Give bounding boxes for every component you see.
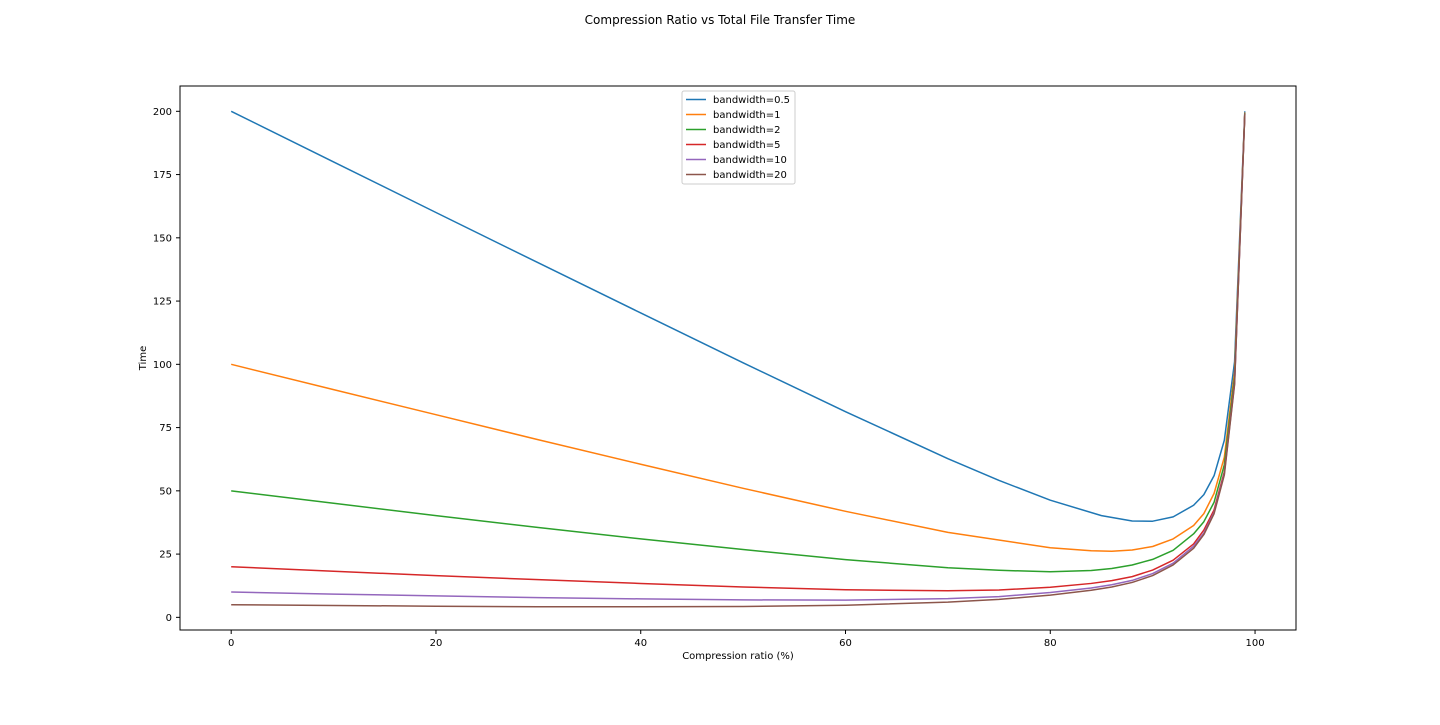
y-tick-label: 125	[153, 297, 172, 308]
y-tick-label: 50	[159, 486, 172, 497]
y-tick-label: 75	[159, 423, 172, 434]
x-axis: 0 20 40 60 80 100	[228, 630, 1265, 649]
x-axis-label: Compression ratio (%)	[682, 651, 794, 662]
x-tick-label: 20	[430, 638, 443, 649]
series-line-bandwidth-5	[231, 113, 1246, 592]
axes-frame	[179, 85, 1297, 631]
legend-label: bandwidth=2	[713, 125, 780, 136]
series-line-bandwidth-1	[231, 112, 1246, 553]
y-tick-label: 0	[166, 613, 172, 624]
x-tick-label: 40	[634, 638, 647, 649]
x-tick-label: 80	[1044, 638, 1057, 649]
series-line-bandwidth-0-5	[230, 110, 1246, 522]
y-tick-label: 175	[153, 170, 172, 181]
y-axis: 0 25 50 75 100 125 150 175 200	[153, 107, 180, 624]
series-line-bandwidth-20	[231, 114, 1246, 608]
y-tick-label: 25	[159, 550, 172, 561]
legend-box	[681, 90, 796, 185]
legend-label: bandwidth=1	[713, 110, 780, 121]
x-tick-label: 60	[839, 638, 852, 649]
x-tick-label: 0	[228, 638, 234, 649]
legend: bandwidth=0.5 bandwidth=1 bandwidth=2 bandw…	[681, 90, 796, 185]
y-axis-label: Time	[138, 346, 149, 371]
y-tick-label: 100	[153, 360, 172, 371]
legend-label: bandwidth=5	[713, 140, 780, 151]
plot-area	[230, 110, 1246, 608]
y-tick-label: 150	[153, 233, 172, 244]
legend-label: bandwidth=20	[713, 170, 787, 181]
series-line-bandwidth-2	[231, 113, 1246, 573]
y-tick-label: 200	[153, 107, 172, 118]
legend-label: bandwidth=10	[713, 155, 787, 166]
chart-title: Compression Ratio vs Total File Transfer…	[585, 13, 856, 27]
x-tick-label: 100	[1245, 638, 1264, 649]
legend-label: bandwidth=0.5	[713, 95, 790, 106]
